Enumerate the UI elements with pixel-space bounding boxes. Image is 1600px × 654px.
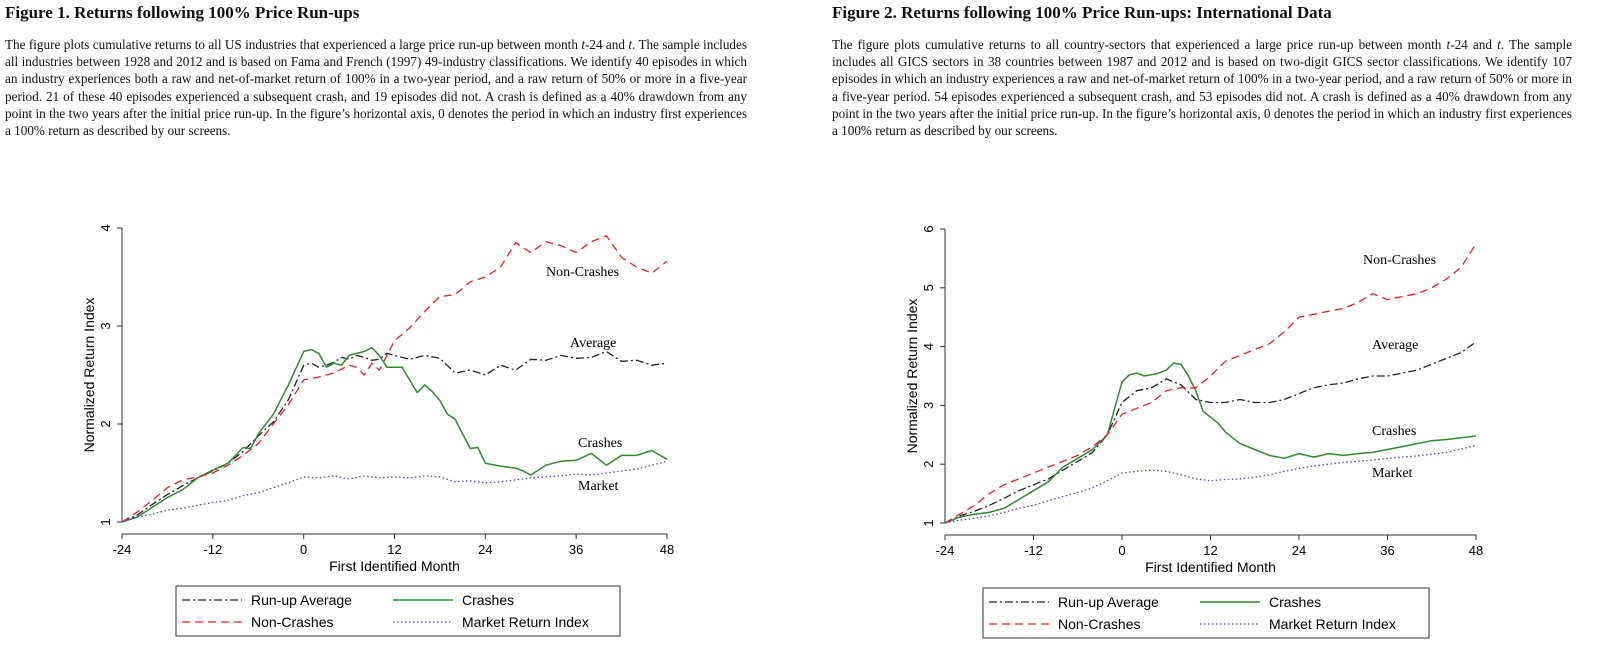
legend-label-run-up-average: Run-up Average [1058,594,1159,610]
y-tick-label: 3 [921,402,936,409]
annotation-market: Market [578,479,619,494]
annotation-crashes: Crashes [1372,424,1416,439]
x-tick-label: -12 [203,542,222,557]
annotation-non-crashes: Non-Crashes [1363,253,1436,268]
caption-italic: t [1446,37,1451,52]
y-tick-label-group: 1 [98,518,113,525]
legend-label-market: Market Return Index [462,614,589,630]
legend-label-non-crashes: Non-Crashes [251,614,333,630]
y-tick-label-group: 4 [98,224,113,231]
series-line-crashes [121,346,668,523]
caption-italic: t [1497,37,1501,52]
chart-series-lines [121,235,668,523]
x-tick-label: 0 [1118,543,1125,558]
legend: Run-up Average Crashes Non-Crashes Marke… [982,587,1430,639]
x-tick-label: 24 [478,542,492,557]
y-tick-label: 1 [98,518,113,525]
figure-caption: The figure plots cumulative returns to a… [832,36,1572,139]
figure-title: Figure 2. Returns following 100% Price R… [832,3,1332,22]
y-tick-label: 3 [98,322,113,329]
series-line-market-return-index [944,444,1477,524]
x-tick-label: 48 [1469,543,1483,558]
annotation-crashes: Crashes [578,436,622,451]
caption-text: -24 and [584,37,629,52]
y-tick-label: 1 [921,519,936,526]
y-tick-label-group: 2 [921,461,936,468]
y-tick-label-group: 5 [921,284,936,291]
caption-text: . The sample includes all GICS sectors i… [832,37,1572,139]
y-tick-label-group: 6 [921,225,936,232]
x-tick-label: -24 [113,542,132,557]
legend-label-non-crashes: Non-Crashes [1058,616,1140,632]
y-tick-label-group: 1 [921,519,936,526]
y-tick-label-group: 4 [921,343,936,350]
y-tick-label-group: 2 [98,420,113,427]
annotation-market: Market [1372,466,1413,481]
y-tick-label-group: 3 [921,402,936,409]
legend-label-run-up-average: Run-up Average [251,592,352,608]
series-line-non-crashes [944,243,1477,524]
chart-series-lines [944,243,1477,524]
caption-text: The figure plots cumulative returns to a… [5,37,582,52]
figure-1: Figure 1. Returns following 100% Price R… [5,0,785,654]
x-tick-label: 36 [569,542,583,557]
annotation-non-crashes: Non-Crashes [546,265,619,280]
legend-box [982,587,1430,639]
series-line-non-crashes [121,235,668,523]
figure-2: Figure 2. Returns following 100% Price R… [832,0,1592,654]
x-tick-label: 12 [387,542,401,557]
x-axis-label: First Identified Month [1145,559,1276,575]
annotation-average: Average [570,336,616,351]
y-axis-label-group: Normalized Return Index [81,298,97,453]
x-axis-label: First Identified Month [329,558,460,574]
y-tick-label: 6 [921,225,936,232]
series-line-market-return-index [121,460,668,523]
y-tick-label: 4 [98,224,113,231]
x-tick-label: -12 [1024,543,1043,558]
annotation-average: Average [1372,338,1418,353]
legend-label-crashes: Crashes [462,592,514,608]
x-tick-label: 48 [660,542,674,557]
y-tick-label: 2 [921,461,936,468]
series-line-run-up-average [121,350,668,523]
y-axis-label: Normalized Return Index [904,299,920,454]
caption-text: . The sample includes all industries bet… [5,37,747,139]
y-tick-label: 2 [98,420,113,427]
x-tick-label: 0 [300,542,307,557]
legend: Run-up Average Crashes Non-Crashes Marke… [175,585,621,637]
figure-title: Figure 1. Returns following 100% Price R… [5,3,360,22]
y-tick-label: 5 [921,284,936,291]
caption-italic: t [628,37,633,52]
y-axis-label-group: Normalized Return Index [904,299,920,454]
y-tick-label: 4 [921,343,936,350]
series-line-crashes [944,362,1477,524]
y-axis-label: Normalized Return Index [81,298,97,453]
x-tick-label: 36 [1380,543,1394,558]
y-tick-label-group: 3 [98,322,113,329]
figure-caption: The figure plots cumulative returns to a… [5,36,747,139]
caption-text: -24 and [1450,37,1498,52]
x-tick-label: 24 [1292,543,1306,558]
x-tick-label: 12 [1203,543,1217,558]
series-line-run-up-average [944,341,1477,524]
x-tick-label: -24 [936,543,955,558]
caption-italic: t [581,37,585,52]
caption-text: The figure plots cumulative returns to a… [832,37,1447,52]
legend-label-market: Market Return Index [1269,616,1396,632]
legend-box [175,585,621,637]
legend-label-crashes: Crashes [1269,594,1321,610]
